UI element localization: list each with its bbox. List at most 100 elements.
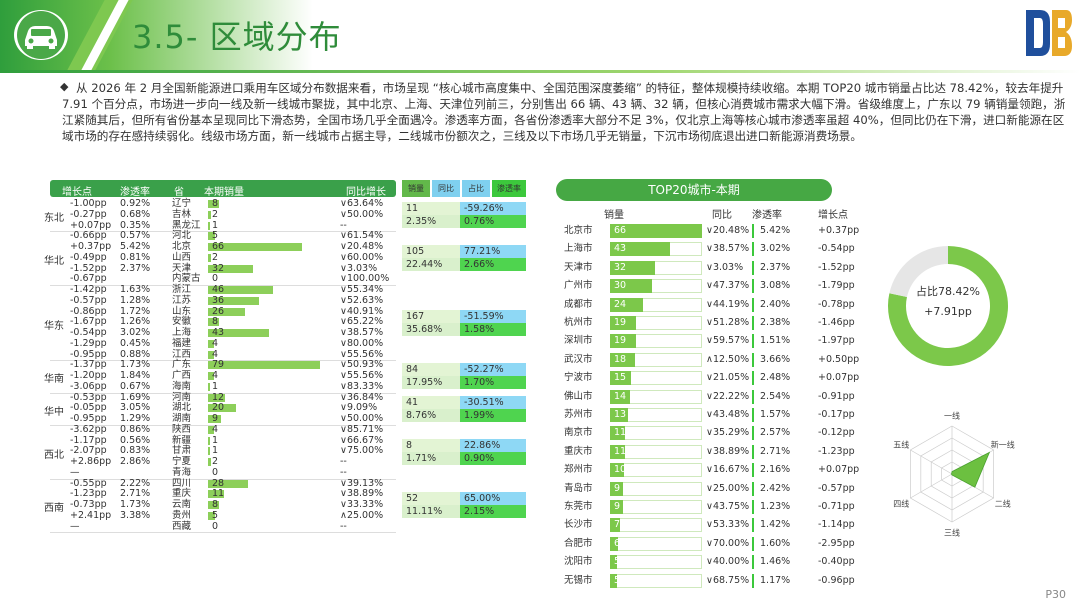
row-sales: 1 (212, 380, 219, 392)
row-pp: -0.95pp (70, 413, 107, 424)
row-yoy: ∨83.33% (340, 380, 384, 392)
top20-pp: -0.40pp (818, 556, 855, 568)
top20-sales-bar (610, 371, 631, 386)
region-separator (50, 392, 396, 394)
top20-city: 青岛市 (564, 482, 593, 494)
top20-yoy: ∨3.03% (706, 261, 744, 273)
top20-sales: 7 (614, 519, 621, 531)
top20-header-cell: 同比 (712, 210, 732, 221)
region-label: 东北 (44, 213, 64, 225)
top20-rate-bar (752, 426, 754, 441)
row-prov: 安徽 (172, 316, 192, 328)
sales-bar (208, 479, 248, 488)
row-prov: 青海 (172, 466, 192, 478)
row-pp: — (70, 466, 80, 478)
top20-sales: 24 (614, 298, 627, 310)
summary-sales: 52 (402, 492, 460, 506)
row-rate: 2.86% (120, 456, 151, 467)
province-row: -0.55pp 2.22% 四川 28 ∨39.13% (50, 477, 396, 490)
sales-bar (208, 243, 302, 251)
row-pp: -0.49pp (70, 251, 107, 263)
row-sales: 11 (212, 488, 225, 500)
summary-yoy: -59.26% (460, 202, 526, 216)
row-rate: 2.71% (120, 488, 151, 500)
top20-rate-bar (752, 297, 754, 312)
sales-bar (208, 221, 210, 230)
top20-sales-bar (610, 573, 617, 588)
col-prov: 省 (174, 187, 184, 198)
province-row: -0.86pp 1.72% 山东 26 ∨40.91% (50, 305, 396, 318)
top20-rate-bar (752, 352, 754, 367)
header-band (0, 0, 920, 70)
row-rate: 1.28% (120, 294, 151, 306)
row-pp: -0.73pp (70, 499, 107, 510)
top20-rate: 2.42% (760, 482, 791, 494)
summary-sales: 167 (402, 309, 460, 323)
province-row: -0.27pp 0.68% 吉林 2 ∨50.00% (50, 208, 396, 221)
top20-city: 宁波市 (564, 372, 593, 384)
top20-city: 天津市 (564, 261, 593, 273)
row-rate: 1.73% (120, 359, 151, 371)
top20-sales-bar (610, 481, 623, 496)
row-pp: -3.62pp (70, 423, 107, 435)
top20-city: 苏州市 (564, 409, 593, 420)
top20-row: 无锡市 5 ∨68.75% 1.17% -0.96pp (556, 572, 876, 590)
top20-sales-bar (610, 444, 626, 459)
header-underline (0, 70, 1080, 73)
top20-city: 无锡市 (564, 574, 593, 586)
row-pp: -2.07pp (70, 445, 107, 457)
top20-header-cell: 销量 (604, 210, 624, 221)
top20-rate-bar (752, 444, 754, 459)
row-rate: 0.83% (120, 445, 151, 457)
top20-sales-bar (610, 242, 670, 257)
row-prov: 福建 (172, 337, 192, 349)
top20-sales-bar (610, 279, 652, 294)
province-row: +0.37pp 5.42% 北京 66 ∨20.48% (50, 241, 396, 253)
top20-sales-bar (610, 224, 702, 238)
row-prov: 宁夏 (172, 456, 192, 467)
row-sales: 20 (212, 402, 225, 414)
top20-sales-bar (610, 463, 624, 478)
top20-pp: -0.54pp (818, 243, 855, 255)
province-row: -1.20pp 1.84% 广西 4 ∨55.56% (50, 370, 396, 382)
row-rate: 1.63% (120, 284, 151, 295)
region-separator (50, 360, 396, 362)
row-sales: 28 (212, 477, 225, 489)
province-row: -0.66pp 0.57% 河北 5 ∨61.54% (50, 231, 396, 242)
province-row: +2.41pp 3.38% 贵州 5 ∧25.00% (50, 510, 396, 522)
top20-yoy: ∨35.29% (706, 427, 750, 439)
row-sales: 66 (212, 241, 225, 252)
region-label: 华南 (44, 374, 64, 386)
top20-rate: 1.17% (760, 574, 791, 586)
province-table-header: 增长点 渗透率 省 本期销量 同比增长 (50, 180, 396, 198)
share-donut (888, 246, 1008, 366)
sales-bar (208, 415, 221, 423)
top20-row: 佛山市 14 ∨22.22% 2.54% -0.91pp (556, 388, 876, 406)
province-row: -0.05pp 3.05% 湖北 20 ∨9.09% (50, 403, 396, 414)
row-prov: 山东 (172, 305, 192, 317)
row-sales: 5 (212, 230, 219, 242)
row-sales: 9 (212, 413, 219, 424)
summary-rate: 1.58% (460, 322, 526, 336)
row-pp: -1.00pp (70, 198, 107, 209)
province-row: -0.73pp 1.73% 云南 8 ∨33.33% (50, 499, 396, 511)
summary-share: 35.68% (402, 322, 460, 336)
province-row: -0.95pp 1.29% 湖南 9 ∨50.00% (50, 413, 396, 425)
sales-bar (208, 200, 220, 208)
row-pp: -1.20pp (70, 370, 107, 381)
row-yoy: ∨66.67% (340, 434, 384, 446)
row-prov: 广西 (172, 370, 192, 381)
row-pp: -0.86pp (70, 305, 107, 317)
top20-rate-bar (752, 573, 754, 588)
top20-rate-bar (752, 536, 754, 551)
col-rate: 渗透率 (120, 187, 150, 198)
region-separator (50, 532, 396, 534)
row-pp: -0.27pp (70, 208, 107, 220)
sales-bar (208, 210, 211, 219)
sales-bar (208, 264, 254, 273)
row-prov: 北京 (172, 241, 192, 252)
top20-pp: -1.46pp (818, 317, 855, 328)
row-yoy: ∨80.00% (340, 337, 384, 349)
top20-rate: 2.16% (760, 464, 791, 476)
